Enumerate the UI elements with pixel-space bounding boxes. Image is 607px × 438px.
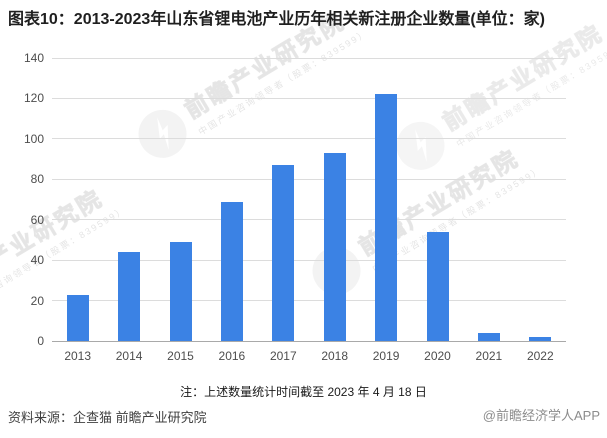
gridline	[52, 259, 566, 261]
x-axis-tick-label: 2021	[475, 349, 503, 363]
x-axis-tick-label: 2015	[167, 349, 194, 363]
bar-2020	[426, 231, 449, 341]
y-axis-tick-label: 80	[30, 172, 44, 187]
x-axis-tick-label: 2016	[218, 349, 246, 363]
bar-2022	[529, 336, 552, 341]
x-axis-tick-label: 2019	[372, 349, 400, 363]
bar-2021	[477, 332, 500, 341]
bar-2013	[66, 294, 89, 341]
x-axis-tick-label: 2014	[115, 349, 143, 363]
bar-2019	[375, 94, 398, 341]
y-axis-tick-label: 120	[23, 91, 44, 106]
x-axis-tick-label: 2017	[269, 349, 297, 363]
y-axis-tick-label: 20	[30, 293, 44, 308]
chart-title: 图表10：2013-2023年山东省锂电池产业历年相关新注册企业数量(单位：家)	[8, 11, 545, 28]
bar-2018	[323, 153, 346, 341]
gridline	[52, 219, 566, 221]
bar-2014	[118, 252, 141, 341]
y-axis-tick-label: 100	[23, 131, 44, 146]
y-axis-tick-label: 60	[30, 212, 44, 227]
app-credit-label: @前瞻经济学人APP	[482, 408, 600, 423]
y-axis-tick-label: 0	[37, 334, 44, 348]
gridline	[52, 300, 566, 302]
x-axis-tick-label: 2013	[64, 349, 92, 363]
bar-2017	[272, 165, 295, 341]
bar-2016	[220, 201, 243, 341]
gridline	[52, 138, 566, 140]
x-axis-tick-label: 2022	[526, 349, 554, 363]
x-axis-line	[52, 340, 566, 342]
gridline	[52, 178, 566, 180]
x-axis-tick-label: 2018	[321, 349, 349, 363]
chart-note: 注：上述数量统计时间截至 2023 年 4 月 18 日	[180, 385, 427, 399]
gridline	[52, 57, 566, 59]
bar-2015	[169, 241, 192, 341]
y-axis-tick-label: 140	[23, 51, 44, 65]
x-axis-tick-label: 2020	[424, 349, 451, 363]
gridline	[52, 97, 566, 99]
y-axis-tick-label: 40	[30, 253, 44, 268]
data-source-label: 资料来源：企查猫 前瞻产业研究院	[8, 410, 207, 425]
